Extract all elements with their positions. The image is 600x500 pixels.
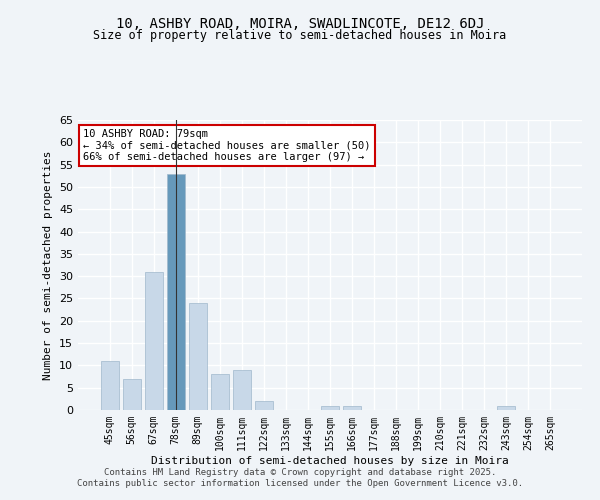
Y-axis label: Number of semi-detached properties: Number of semi-detached properties: [43, 150, 53, 380]
Text: Contains HM Land Registry data © Crown copyright and database right 2025.
Contai: Contains HM Land Registry data © Crown c…: [77, 468, 523, 487]
Text: 10 ASHBY ROAD: 79sqm
← 34% of semi-detached houses are smaller (50)
66% of semi-: 10 ASHBY ROAD: 79sqm ← 34% of semi-detac…: [83, 128, 371, 162]
Bar: [123, 379, 140, 410]
Bar: [145, 272, 163, 410]
Bar: [255, 401, 273, 410]
Bar: [321, 406, 339, 410]
Bar: [167, 174, 185, 410]
Bar: [233, 370, 251, 410]
Bar: [343, 406, 361, 410]
Bar: [189, 303, 206, 410]
Bar: [101, 361, 119, 410]
X-axis label: Distribution of semi-detached houses by size in Moira: Distribution of semi-detached houses by …: [151, 456, 509, 466]
Text: 10, ASHBY ROAD, MOIRA, SWADLINCOTE, DE12 6DJ: 10, ASHBY ROAD, MOIRA, SWADLINCOTE, DE12…: [116, 18, 484, 32]
Text: Size of property relative to semi-detached houses in Moira: Size of property relative to semi-detach…: [94, 29, 506, 42]
Bar: [497, 406, 515, 410]
Bar: [211, 374, 229, 410]
